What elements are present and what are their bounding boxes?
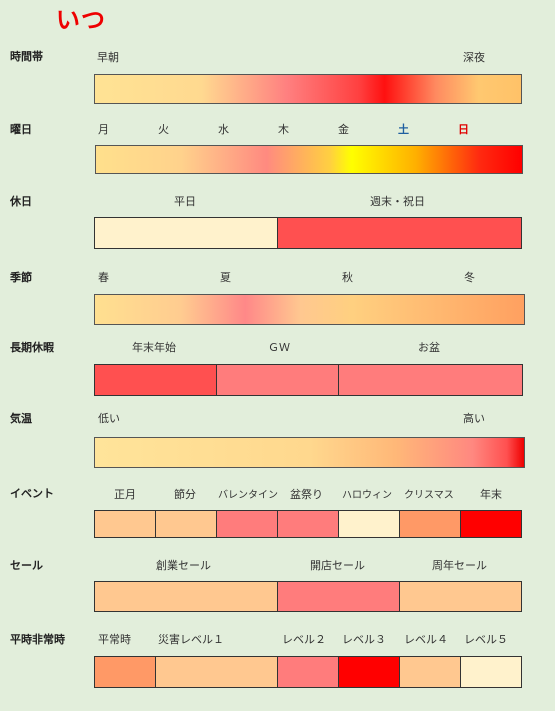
- weekday-mon: 月: [98, 123, 109, 136]
- row-label-sale: セール: [10, 559, 43, 572]
- weekday-sat: 土: [398, 123, 409, 136]
- holiday-weekend-label: 週末・祝日: [370, 195, 425, 208]
- emergency-label-5: レベル５: [464, 633, 508, 646]
- weekday-thu: 木: [278, 123, 289, 136]
- time-end-label: 深夜: [463, 51, 485, 64]
- sale-segment-0: [94, 581, 278, 612]
- weekday-wed: 水: [218, 123, 229, 136]
- emergency-label-0: 平常時: [98, 633, 131, 646]
- emergency-segment-0: [94, 656, 156, 688]
- sale-segment-2: [399, 581, 522, 612]
- event-bar: [94, 510, 522, 538]
- long-holiday-obon: お盆: [418, 341, 440, 354]
- event-label-1: 節分: [174, 488, 196, 501]
- season-winter: 冬: [464, 271, 475, 284]
- sale-label-0: 創業セール: [156, 559, 211, 572]
- emergency-label-3: レベル３: [342, 633, 386, 646]
- temperature-low-label: 低い: [98, 412, 120, 425]
- emergency-segment-4: [399, 656, 461, 688]
- row-label-long-holiday: 長期休暇: [10, 341, 54, 354]
- emergency-label-1: 災害レベル１: [158, 633, 224, 646]
- sale-segment-1: [277, 581, 400, 612]
- emergency-segment-1: [155, 656, 278, 688]
- event-label-3: 盆祭り: [290, 488, 323, 501]
- season-autumn: 秋: [342, 271, 353, 284]
- event-segment-2: [216, 510, 278, 538]
- sale-label-2: 周年セール: [432, 559, 487, 572]
- event-segment-1: [155, 510, 217, 538]
- event-label-5: クリスマス: [404, 490, 454, 501]
- time-start-label: 早朝: [97, 51, 119, 64]
- event-label-4: ハロウィン: [342, 490, 392, 501]
- event-label-0: 正月: [114, 488, 136, 501]
- emergency-segment-2: [277, 656, 339, 688]
- season-summer: 夏: [220, 271, 231, 284]
- emergency-label-2: レベル２: [282, 633, 326, 646]
- long-holiday-segment-gw: [216, 364, 339, 396]
- emergency-label-4: レベル４: [404, 633, 448, 646]
- temperature-high-label: 高い: [463, 412, 485, 425]
- emergency-bar: [94, 656, 522, 688]
- row-label-weekday: 曜日: [10, 123, 32, 136]
- row-label-emergency: 平時非常時: [10, 633, 65, 646]
- row-label-event: イベント: [10, 487, 54, 500]
- event-segment-5: [399, 510, 461, 538]
- sale-bar: [94, 581, 522, 612]
- long-holiday-bar: [94, 364, 523, 396]
- row-label-time: 時間帯: [10, 50, 43, 63]
- long-holiday-newyear: 年末年始: [132, 341, 176, 354]
- weekday-tue: 火: [158, 123, 169, 136]
- sale-label-1: 開店セール: [310, 559, 365, 572]
- event-label-2: バレンタイン: [218, 490, 278, 501]
- weekday-fri: 金: [338, 123, 349, 136]
- holiday-segment-weekend: [277, 217, 522, 249]
- event-label-6: 年末: [480, 488, 502, 501]
- temperature-gradient-bar: [94, 437, 525, 468]
- long-holiday-segment-obon: [338, 364, 523, 396]
- long-holiday-segment-newyear: [94, 364, 217, 396]
- row-label-temperature: 気温: [10, 412, 32, 425]
- long-holiday-gw: ＧＷ: [268, 341, 290, 354]
- event-segment-0: [94, 510, 156, 538]
- event-segment-6: [460, 510, 522, 538]
- holiday-segment-weekday: [94, 217, 278, 249]
- holiday-weekday-label: 平日: [174, 195, 196, 208]
- row-label-holiday: 休日: [10, 195, 32, 208]
- emergency-segment-5: [460, 656, 522, 688]
- time-gradient-bar: [94, 74, 522, 104]
- season-spring: 春: [98, 271, 109, 284]
- event-segment-4: [338, 510, 400, 538]
- holiday-bar: [94, 217, 522, 249]
- season-gradient-bar: [94, 294, 525, 325]
- emergency-segment-3: [338, 656, 400, 688]
- weekday-gradient-bar: [95, 145, 523, 174]
- row-label-season: 季節: [10, 271, 32, 284]
- event-segment-3: [277, 510, 339, 538]
- weekday-sun: 日: [458, 123, 469, 136]
- page-title: いつ: [56, 6, 106, 34]
